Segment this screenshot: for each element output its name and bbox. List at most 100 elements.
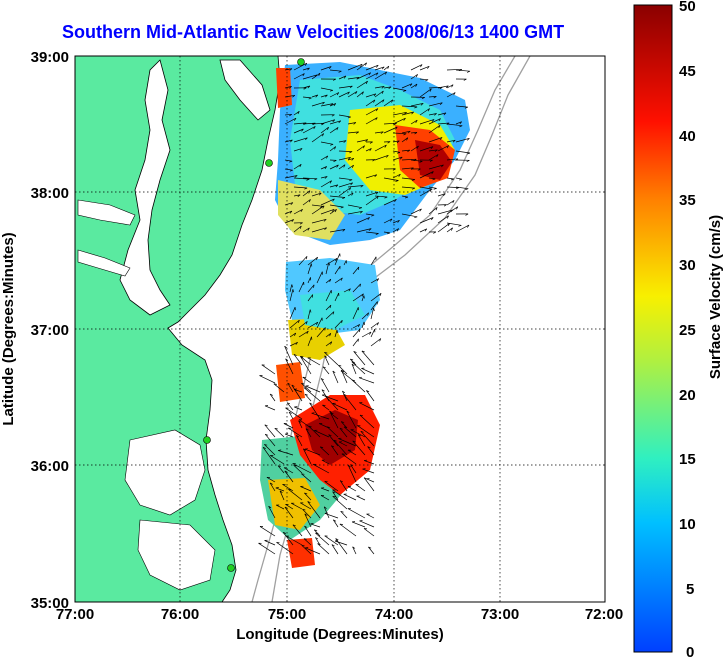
velocity-arrow — [351, 379, 366, 393]
velocity-arrow — [317, 543, 330, 555]
velocity-arrow — [392, 156, 403, 161]
velocity-arrow — [320, 66, 332, 71]
velocity-arrow-head — [343, 75, 347, 79]
velocity-arrow — [446, 227, 453, 233]
velocity-arrow — [365, 231, 379, 234]
velocity-arrow — [428, 118, 441, 125]
velocity-arrow — [446, 206, 458, 215]
velocity-arrow — [361, 367, 375, 375]
velocity-arrow — [320, 166, 327, 170]
velocity-arrow — [300, 486, 312, 492]
velocity-arrow-head — [279, 490, 283, 493]
velocity-arrow — [302, 376, 312, 384]
velocity-arrow-head — [315, 532, 319, 534]
velocity-arrow — [353, 351, 366, 366]
velocity-arrow-head — [341, 320, 343, 324]
velocity-arrow — [368, 546, 375, 555]
velocity-arrow — [401, 167, 414, 170]
velocity-arrow-head — [456, 206, 459, 210]
velocity-arrow — [346, 410, 357, 429]
velocity-arrow-head — [304, 525, 308, 528]
velocity-arrow — [330, 412, 339, 420]
velocity-arrow — [320, 103, 334, 107]
velocity-arrow — [284, 86, 292, 89]
velocity-arrow-head — [299, 225, 302, 229]
velocity-arrow — [284, 219, 294, 224]
velocity-arrow — [325, 258, 338, 266]
velocity-arrow — [361, 350, 375, 366]
velocity-arrow-head — [289, 210, 293, 214]
velocity-arrow-head — [360, 430, 364, 433]
velocity-arrow — [302, 227, 310, 233]
velocity-arrow-head — [427, 108, 430, 112]
velocity-arrow — [333, 439, 348, 456]
velocity-arrow-head — [293, 464, 297, 467]
velocity-arrow — [428, 113, 437, 116]
velocity-arrow — [410, 208, 422, 215]
velocity-arrow — [419, 171, 434, 179]
velocity-arrow — [347, 131, 359, 134]
velocity-arrow-head — [411, 111, 414, 115]
velocity-field-mid — [300, 290, 365, 330]
y-axis-ticks: 39:00 38:00 37:00 36:00 35:00 — [31, 49, 69, 612]
velocity-arrow — [338, 114, 351, 118]
velocity-arrow — [282, 532, 294, 546]
velocity-arrow — [324, 355, 330, 366]
velocity-arrow-head — [373, 93, 377, 97]
velocity-arrow — [352, 546, 357, 555]
velocity-arrow-head — [320, 446, 324, 448]
velocity-arrow — [419, 88, 432, 98]
velocity-arrow — [264, 444, 276, 456]
velocity-arrow — [264, 540, 276, 546]
velocity-arrow-head — [340, 480, 344, 483]
velocity-arrow — [264, 424, 276, 438]
velocity-arrow — [370, 301, 378, 311]
velocity-arrow — [293, 122, 307, 125]
velocity-arrow — [347, 77, 360, 80]
velocity-arrow — [288, 411, 294, 420]
velocity-arrow — [293, 225, 302, 233]
velocity-arrow — [374, 99, 385, 107]
velocity-arrow — [302, 122, 316, 125]
velocity-arrow-head — [379, 338, 382, 342]
velocity-arrow — [334, 266, 341, 275]
velocity-arrow — [289, 332, 296, 338]
velocity-arrow — [273, 383, 285, 393]
velocity-arrow — [259, 375, 276, 384]
velocity-arrow — [329, 92, 339, 98]
velocity-arrow — [347, 91, 358, 98]
plot-frame — [74, 55, 606, 603]
velocity-arrow-head — [369, 148, 372, 152]
velocity-arrow — [374, 154, 389, 161]
velocity-arrow-head — [362, 468, 366, 470]
velocity-arrow — [356, 62, 367, 71]
velocity-arrow — [326, 426, 339, 438]
velocity-arrow-head — [414, 106, 418, 109]
velocity-arrow — [370, 322, 379, 329]
colorbar-ticks: 50 45 40 35 30 25 20 15 10 5 0 — [679, 0, 696, 659]
velocity-arrow — [374, 66, 385, 71]
velocity-arrow-head — [293, 353, 297, 356]
x-tick-label: 77:00 — [56, 606, 94, 623]
velocity-arrow-head — [292, 95, 296, 98]
velocity-arrow — [401, 195, 409, 198]
velocity-arrow-head — [342, 390, 346, 394]
velocity-arrow-head — [331, 209, 335, 212]
velocity-arrow — [401, 130, 411, 134]
velocity-arrow-head — [415, 74, 418, 78]
velocity-arrow-head — [316, 257, 318, 261]
velocity-arrow-head — [287, 382, 291, 385]
velocity-arrow — [308, 425, 321, 438]
velocity-arrow-head — [348, 288, 351, 292]
velocity-arrow-head — [414, 132, 418, 135]
velocity-arrow — [437, 209, 453, 215]
velocity-arrow — [311, 218, 327, 224]
velocity-arrow-head — [297, 111, 300, 115]
velocity-arrow — [365, 213, 375, 216]
velocity-arrow-head — [294, 332, 297, 336]
velocity-arrow-head — [327, 127, 329, 131]
velocity-arrow — [325, 341, 333, 347]
velocity-arrow-head — [453, 92, 456, 96]
velocity-arrow-head — [288, 411, 292, 414]
velocity-arrow-head — [290, 202, 294, 205]
